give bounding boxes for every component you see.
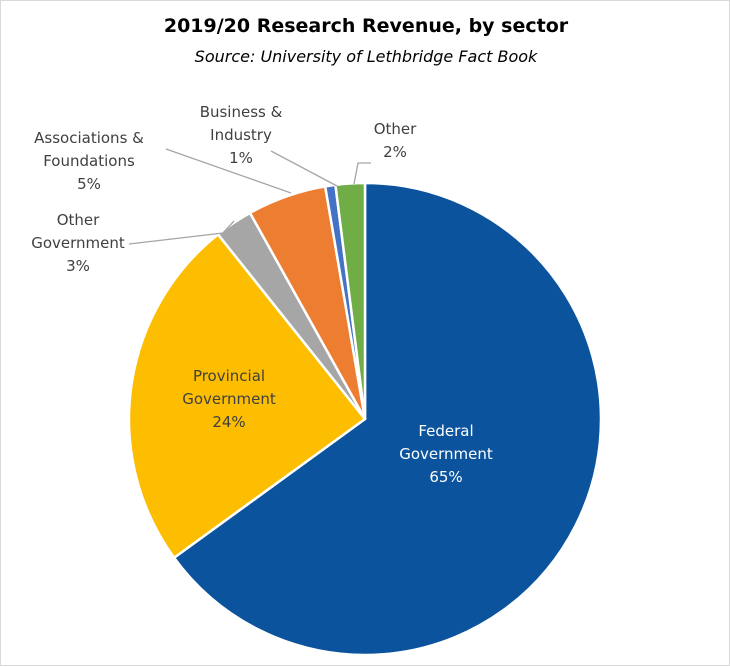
slice-category-label: Other <box>374 120 417 138</box>
data-label-associations-and-foundations: Associations & Foundations 5% <box>34 129 144 193</box>
leader-line-other-government <box>128 220 235 245</box>
data-label-other: Other 2% <box>374 120 417 161</box>
slice-category-label: Industry <box>210 126 272 144</box>
slice-category-label: Foundations <box>43 152 135 170</box>
data-label-federal-government: Federal Government 65% <box>399 422 493 486</box>
leader-line-associations-and-foundations <box>165 148 292 194</box>
slice-category-label: Government <box>182 390 276 408</box>
slice-value-label: 65% <box>429 468 462 486</box>
slice-value-label: 24% <box>212 413 245 431</box>
slice-category-label: Federal <box>418 422 473 440</box>
chart-title: 2019/20 Research Revenue, by sector <box>163 15 569 37</box>
leader-line-business-and-industry <box>270 150 338 187</box>
slice-category-label: Provincial <box>193 367 265 385</box>
chart-subtitle: Source: University of Lethbridge Fact Bo… <box>194 47 538 66</box>
data-label-other-government: Other Government 3% <box>31 211 125 275</box>
slice-value-label: 5% <box>77 175 101 193</box>
slice-category-label: Other <box>57 211 100 229</box>
slice-category-label: Associations & <box>34 129 144 147</box>
data-label-provincial-government: Provincial Government 24% <box>182 367 276 431</box>
pie-slice-provincial-government <box>127 233 367 559</box>
slice-category-label: Government <box>31 234 125 252</box>
slice-value-label: 1% <box>229 149 253 167</box>
leader-line-other <box>353 162 371 185</box>
slice-value-label: 3% <box>66 257 90 275</box>
slice-value-label: 2% <box>383 143 407 161</box>
slice-category-label: Business & <box>200 103 283 121</box>
data-label-business-and-industry: Business & Industry 1% <box>200 103 283 167</box>
slice-category-label: Government <box>399 445 493 463</box>
pie-slice-federal-government <box>172 181 603 657</box>
